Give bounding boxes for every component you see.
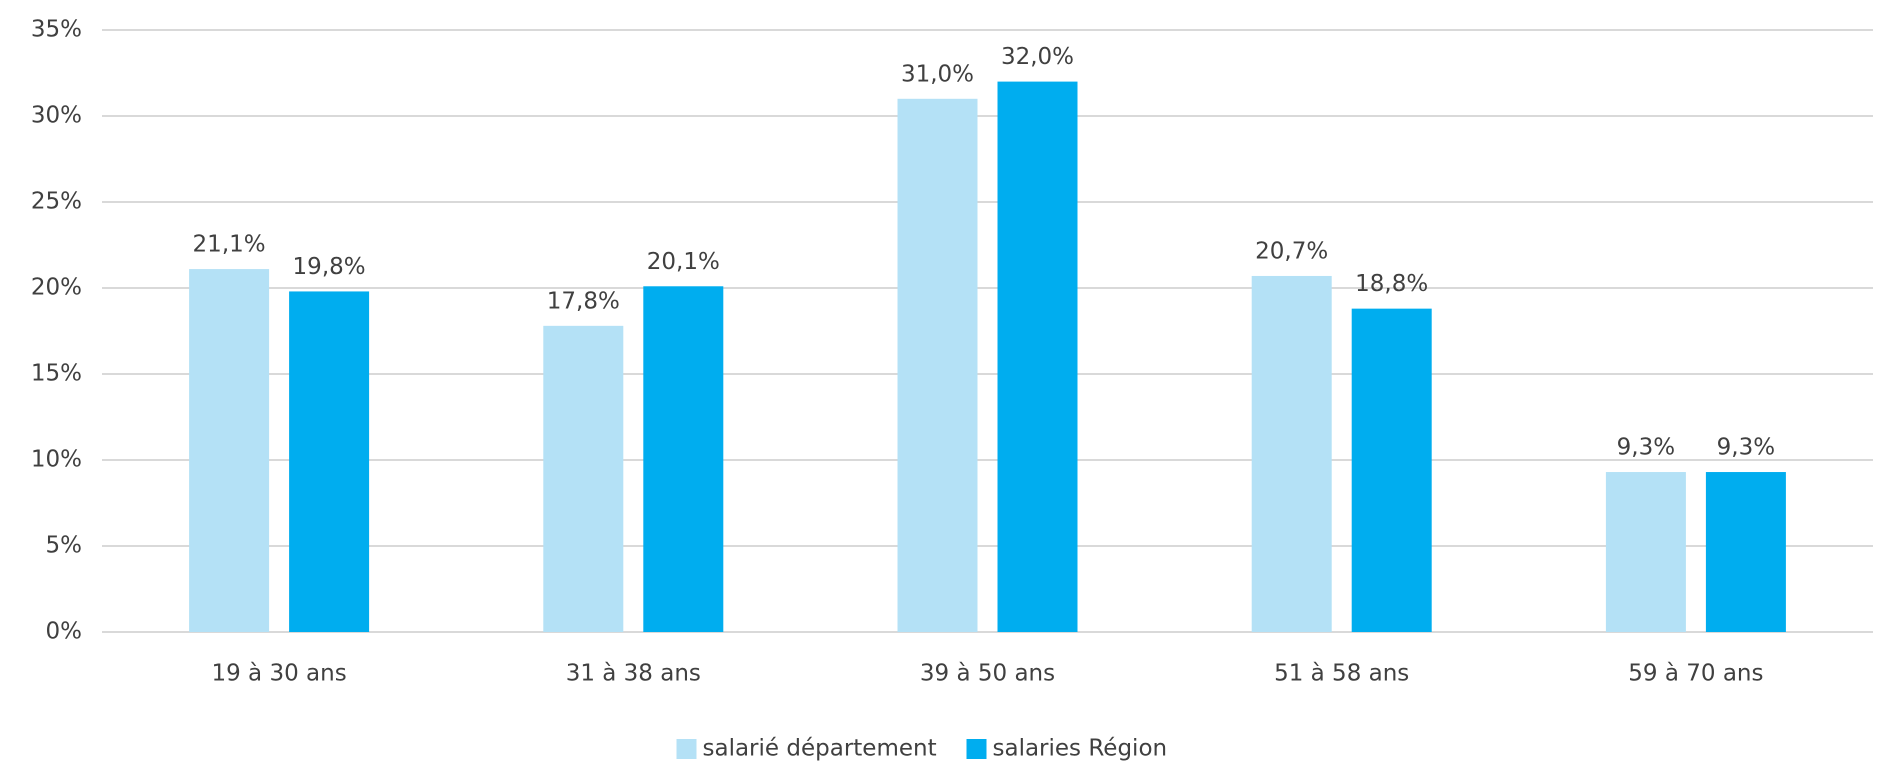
data-label: 20,1%	[647, 249, 720, 275]
data-label: 21,1%	[193, 232, 266, 258]
bar	[1705, 472, 1786, 632]
data-label: 19,8%	[293, 254, 366, 280]
y-tick-label: 15%	[31, 361, 82, 387]
bar	[543, 325, 624, 632]
data-label: 18,8%	[1355, 271, 1428, 297]
y-tick-label: 0%	[46, 619, 83, 645]
data-label: 17,8%	[547, 288, 620, 314]
x-tick-label: 51 à 58 ans	[1274, 661, 1409, 687]
legend-label: salaries Région	[993, 736, 1168, 762]
data-label: 31,0%	[901, 61, 974, 87]
y-tick-label: 5%	[46, 533, 83, 559]
data-label: 9,3%	[1717, 435, 1775, 461]
data-label: 20,7%	[1255, 238, 1328, 264]
bar	[897, 98, 978, 633]
bar	[643, 286, 724, 632]
bar	[1351, 308, 1432, 632]
y-tick-label: 35%	[31, 17, 82, 43]
x-tick-label: 39 à 50 ans	[920, 661, 1055, 687]
data-label: 32,0%	[1001, 44, 1074, 70]
y-tick-label: 20%	[31, 275, 82, 301]
legend-swatch	[676, 739, 697, 759]
bar	[189, 269, 270, 632]
bar	[1251, 275, 1332, 632]
bar	[289, 291, 370, 632]
x-tick-label: 31 à 38 ans	[566, 661, 701, 687]
legend-label: salarié département	[703, 736, 937, 762]
bar	[1605, 472, 1686, 632]
y-tick-label: 25%	[31, 189, 82, 215]
legend-swatch	[966, 739, 987, 759]
y-tick-label: 30%	[31, 103, 82, 129]
x-tick-label: 19 à 30 ans	[211, 661, 346, 687]
x-tick-label: 59 à 70 ans	[1628, 661, 1763, 687]
bar	[997, 81, 1078, 633]
data-label: 9,3%	[1617, 435, 1675, 461]
y-tick-label: 10%	[31, 447, 82, 473]
